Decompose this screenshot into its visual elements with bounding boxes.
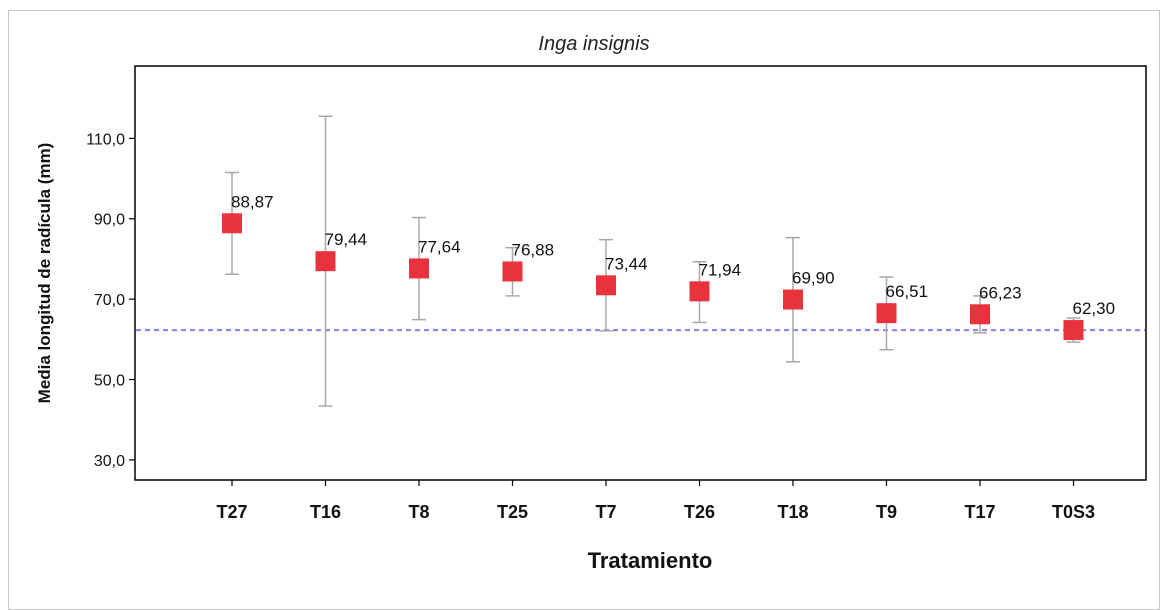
y-axis-label: Media longitud de radícula (mm) xyxy=(35,143,54,404)
x-tick-label: T7 xyxy=(595,502,616,522)
mean-marker xyxy=(409,258,429,279)
mean-marker xyxy=(596,275,616,296)
x-tick-label: T16 xyxy=(310,502,341,522)
y-axis: 30,0 50,0 70,0 90,0 110,0 xyxy=(86,131,135,470)
data-marks: 88,87 79,44 77,64 76,88 73,44 71,94 69,90 66,51… xyxy=(222,115,1116,407)
x-axis: T27 T16 T8 T25 T7 T26 T18 T9 T17 T0S3 xyxy=(216,480,1095,522)
data-label: 73,44 xyxy=(605,254,648,273)
y-tick-label: 110,0 xyxy=(86,131,125,148)
x-tick-label: T17 xyxy=(964,502,995,522)
x-tick-label: T18 xyxy=(777,502,808,522)
mean-marker xyxy=(970,304,990,325)
mean-marker xyxy=(783,289,803,310)
plot-area xyxy=(134,65,1147,481)
mean-marker xyxy=(502,261,523,282)
data-label: 76,88 xyxy=(512,240,555,259)
data-label: 69,90 xyxy=(792,269,835,288)
y-tick-label: 90,0 xyxy=(94,212,125,229)
x-tick-label: T27 xyxy=(216,502,247,522)
y-tick-label: 30,0 xyxy=(94,453,125,470)
mean-marker xyxy=(689,281,710,302)
x-axis-label: Tratamiento xyxy=(588,548,713,573)
x-tick-label: T26 xyxy=(684,502,715,522)
data-label: 66,23 xyxy=(979,283,1022,302)
x-tick-label: T0S3 xyxy=(1052,502,1095,522)
data-label: 77,64 xyxy=(418,237,461,256)
x-tick-label: T9 xyxy=(876,502,897,522)
x-tick-label: T25 xyxy=(497,502,528,522)
mean-marker xyxy=(1063,320,1084,341)
chart-title: Inga insignis xyxy=(538,33,649,55)
mean-marker xyxy=(876,303,897,324)
data-label: 62,30 xyxy=(1073,299,1116,318)
data-label: 88,87 xyxy=(231,192,274,211)
data-label: 66,51 xyxy=(886,282,929,301)
y-tick-label: 70,0 xyxy=(94,292,125,309)
mean-marker xyxy=(315,251,336,272)
data-label: 71,94 xyxy=(699,260,742,279)
x-tick-label: T8 xyxy=(408,502,429,522)
mean-marker xyxy=(222,213,242,234)
chart-frame xyxy=(8,10,1160,610)
y-tick-label: 50,0 xyxy=(94,373,125,390)
data-label: 79,44 xyxy=(325,230,368,249)
